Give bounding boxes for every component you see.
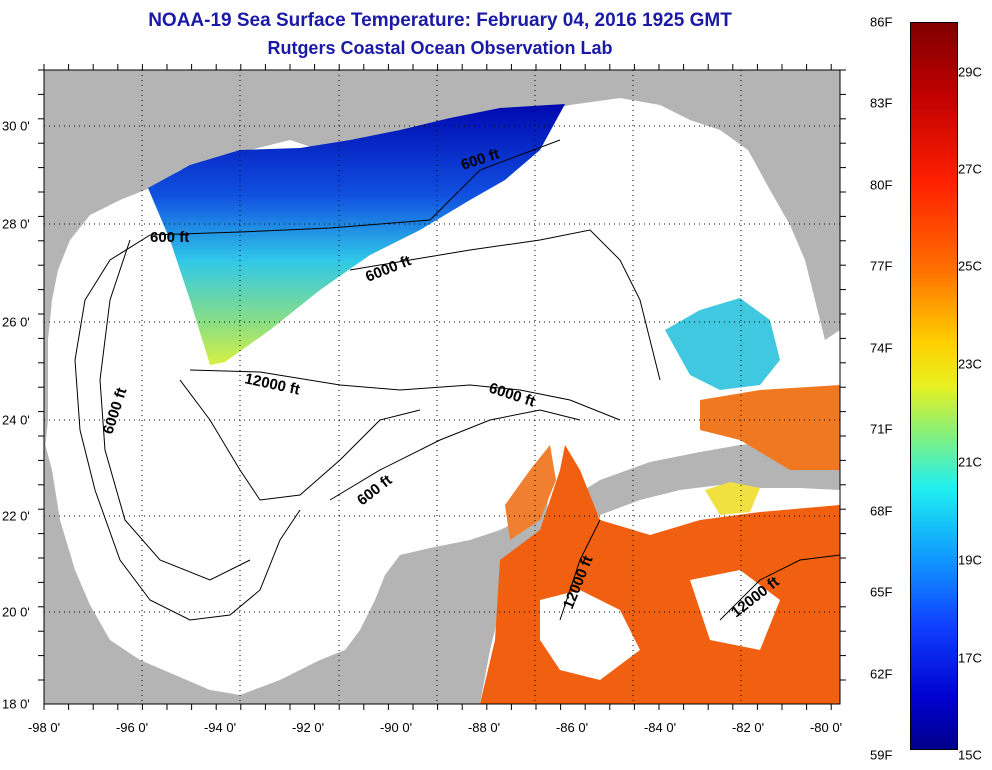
sst-patch-cuba-north (705, 482, 760, 515)
lon-label-92w: -92 0' (291, 720, 325, 735)
depth-contours (74, 139, 840, 621)
lat-label-18n: 18 0' (2, 696, 30, 712)
colorbar-f-62: 62F (870, 666, 893, 682)
map-subtitle: Rutgers Coastal Ocean Observation Lab (267, 38, 613, 58)
graticule (44, 70, 840, 704)
colorbar-f-59: 59F (870, 747, 893, 763)
lon-label-88w: -88 0' (467, 720, 501, 735)
lat-label-26n: 26 0' (2, 314, 30, 330)
colorbar-c-19: 19C (958, 552, 982, 568)
sst-swath-north (148, 104, 565, 365)
colorbar-f-65: 65F (870, 584, 893, 600)
sst-patch-florida-shelf (665, 298, 780, 390)
colorbar-f-71: 71F (870, 421, 893, 437)
lon-label-94w: -94 0' (203, 720, 237, 735)
colorbar-f-80: 80F (870, 177, 893, 193)
lat-label-28n: 28 0' (2, 216, 30, 232)
colorbar-c-17: 17C (958, 650, 982, 666)
land-mexico-west (44, 440, 548, 704)
colorbar-c-21: 21C (958, 454, 982, 470)
temperature-colorbar (910, 22, 958, 750)
lon-label-84w: -84 0' (643, 720, 677, 735)
sst-swath-yucatan-channel (505, 445, 556, 540)
colorbar-f-68: 68F (870, 503, 893, 519)
colorbar-f-86: 86F (870, 14, 893, 30)
lat-label-20n: 20 0' (2, 604, 30, 620)
lat-label-30n: 30 0' (2, 118, 30, 134)
land-us-coast (44, 70, 840, 460)
colorbar-f-77: 77F (870, 258, 893, 274)
lon-label-90w: -90 0' (379, 720, 413, 735)
cloud-gap-2 (690, 570, 780, 650)
colorbar-f-74: 74F (870, 340, 893, 356)
axis-ticks (38, 64, 846, 710)
contour-label-600ft-west: 600 ft (150, 229, 189, 246)
lon-label-86w: -86 0' (555, 720, 589, 735)
land-cuba (560, 440, 840, 520)
colorbar-c-27: 27C (958, 161, 982, 177)
lon-label-96w: -96 0' (115, 720, 149, 735)
lon-label-80w: -80 0' (809, 720, 843, 735)
colorbar-f-83: 83F (870, 95, 893, 111)
lat-label-22n: 22 0' (2, 508, 30, 524)
map-title: NOAA-19 Sea Surface Temperature: Februar… (148, 10, 732, 31)
lon-label-82w: -82 0' (731, 720, 765, 735)
sst-swath-florida-straits (700, 385, 840, 470)
colorbar-c-15: 15C (958, 747, 982, 763)
colorbar-c-23: 23C (958, 356, 982, 372)
colorbar-c-29: 29C (958, 64, 982, 80)
lat-label-24n: 24 0' (2, 412, 30, 428)
colorbar-c-25: 25C (958, 258, 982, 274)
lon-label-98w: -98 0' (27, 720, 61, 735)
